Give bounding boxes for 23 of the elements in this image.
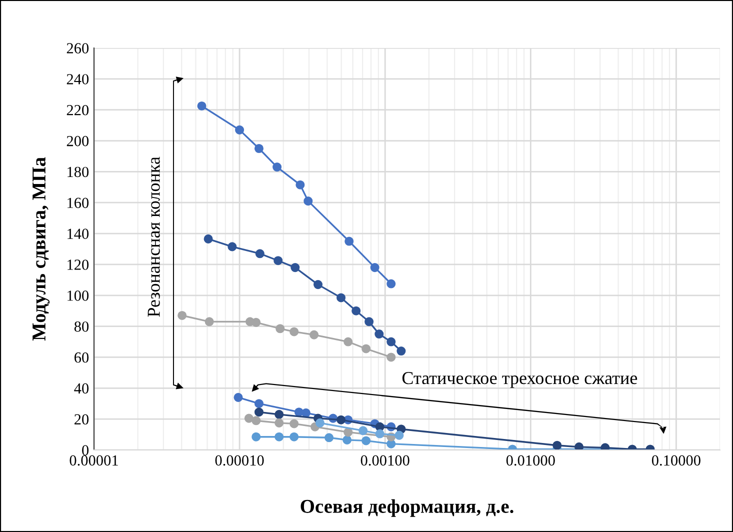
annotation: Резонансная колонка — [148, 156, 160, 317]
y-tick-label: 200 — [66, 136, 89, 146]
y-tick-label: 60 — [74, 352, 89, 363]
x-tick-label: 0.00010 — [215, 455, 264, 466]
y-tick-label: 260 — [66, 43, 89, 54]
y-tick-label: 0 — [82, 445, 89, 456]
x-tick-label: 0.00001 — [70, 455, 118, 466]
y-tick-label: 220 — [66, 104, 89, 116]
x-tick-label: 0.01000 — [506, 455, 555, 466]
x-axis-title: Осевая деформация, д.е. — [300, 499, 514, 517]
y-tick-label: 20 — [74, 414, 89, 425]
x-tick-label: 0.00100 — [360, 455, 410, 466]
x-tick-label: 0.10000 — [652, 455, 700, 466]
y-tick-label: 240 — [66, 74, 89, 84]
y-tick-label: 100 — [68, 290, 89, 301]
y-tick-label: 40 — [74, 383, 89, 394]
annotation: Статическое трехосное сжатие — [402, 372, 638, 388]
y-axis-title: Модуль сдвига, МПа — [32, 157, 50, 341]
y-tick-label: 140 — [68, 228, 89, 239]
y-tick-label: 120 — [68, 260, 89, 270]
y-tick-label: 160 — [68, 198, 89, 208]
y-tick-label: 180 — [68, 166, 89, 178]
y-tick-label: 80 — [74, 321, 89, 332]
